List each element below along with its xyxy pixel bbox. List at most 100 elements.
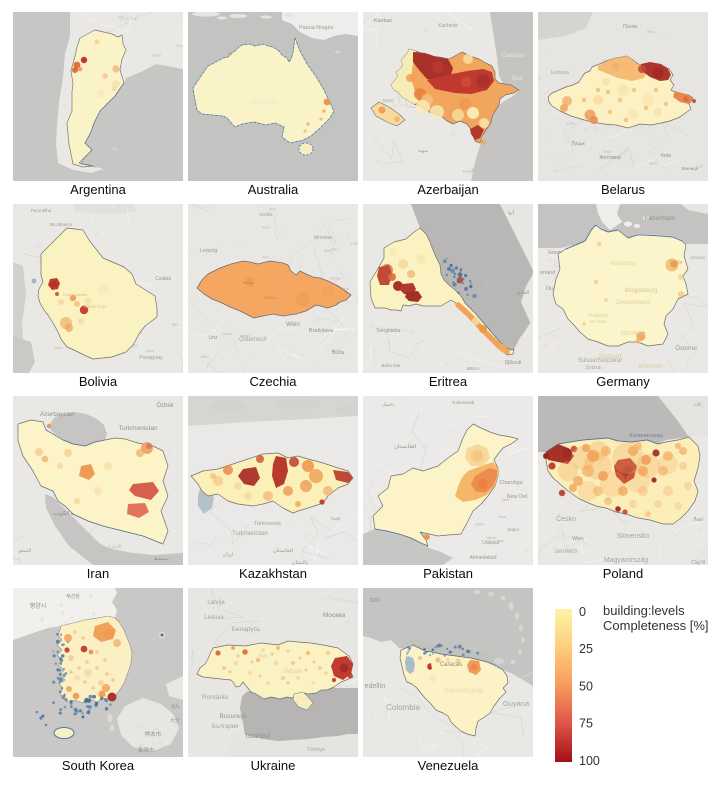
svg-text:Kалининград: Kалининград <box>629 433 663 439</box>
svg-text:Baru: Baru <box>146 349 154 353</box>
svg-text:Belo: Belo <box>650 162 657 166</box>
svg-text:پاکستان: پاکستان <box>292 560 309 565</box>
svg-text:北九: 北九 <box>171 703 180 710</box>
svg-text:Україн: Україн <box>283 668 303 675</box>
svg-text:Bahir Dar: Bahir Dar <box>381 363 401 368</box>
svg-text:Curi: Curi <box>118 16 124 20</box>
svg-text:Papua Niugini: Papua Niugini <box>299 25 333 31</box>
svg-text:Slovensko: Slovensko <box>617 533 649 540</box>
svg-text:Özbek: Özbek <box>156 402 174 409</box>
svg-text:50: 50 <box>579 679 593 693</box>
svg-text:평양시: 평양시 <box>30 602 47 610</box>
svg-text:New Del: New Del <box>507 494 528 500</box>
svg-text:Gronin: Gronin <box>548 250 563 256</box>
svg-text:Australia: Australia <box>250 99 277 106</box>
svg-text:Cochabamba: Cochabamba <box>63 292 88 297</box>
svg-text:السعو: السعو <box>18 548 31 554</box>
svg-text:Buda: Buda <box>332 350 346 356</box>
svg-text:أبها: أبها <box>508 208 515 216</box>
svg-text:Temi: Temi <box>262 225 270 229</box>
svg-text:Bratislava: Bratislava <box>309 328 334 334</box>
svg-text:Київ: Київ <box>661 153 671 159</box>
svg-text:Москва: Москва <box>323 612 346 619</box>
svg-text:Cluj-N: Cluj-N <box>691 560 705 565</box>
svg-text:صنع: صنع <box>517 250 525 256</box>
svg-text:Latvija: Latvija <box>207 600 225 606</box>
svg-text:Venezuela: Venezuela <box>443 685 483 695</box>
svg-text:Paraguay: Paraguay <box>139 355 163 361</box>
svg-text:Belo: Belo <box>603 150 610 154</box>
svg-text:München: München <box>639 364 664 370</box>
svg-text:Česko: Česko <box>264 294 277 300</box>
svg-text:MEKA: MEKA <box>467 366 480 371</box>
svg-text:Magyarország: Magyarország <box>604 557 648 564</box>
svg-text:Curi: Curi <box>131 17 137 21</box>
svg-text:Льві: Льві <box>693 517 703 523</box>
svg-text:Житомир: Житомир <box>599 155 621 161</box>
svg-text:Belo: Belo <box>324 249 331 253</box>
svg-text:熊本市: 熊本市 <box>145 730 162 738</box>
svg-text:Wien: Wien <box>572 536 584 542</box>
svg-text:Rova: Rova <box>176 44 183 48</box>
svg-text:Djibouti: Djibouti <box>505 360 522 366</box>
svg-text:sterreich: sterreich <box>554 549 577 555</box>
svg-text:長崎市: 長崎市 <box>138 746 155 754</box>
svg-text:Goris: Goris <box>383 98 395 103</box>
svg-text:Lietuva: Lietuva <box>204 615 224 621</box>
svg-text:الإمارات: الإمارات <box>105 544 122 550</box>
svg-text:Frankfurt: Frankfurt <box>588 313 609 319</box>
svg-text:75: 75 <box>579 717 593 731</box>
svg-text:erland: erland <box>540 270 555 276</box>
svg-text:Serto: Serto <box>54 346 63 350</box>
svg-text:الحدي: الحدي <box>517 290 530 296</box>
svg-text:Луцьк: Луцьк <box>571 141 585 147</box>
svg-text:0: 0 <box>579 605 586 619</box>
svg-text:Turkmenistan: Turkmenistan <box>232 531 268 537</box>
svg-text:Azərbaycan: Azərbaycan <box>40 411 75 418</box>
svg-text:ton: ton <box>370 597 380 604</box>
svg-text:Türkiye: Türkiye <box>307 747 325 753</box>
svg-text:Du: Du <box>546 286 553 292</box>
svg-text:Lietuva: Lietuva <box>551 70 570 76</box>
svg-text:България: България <box>212 724 239 730</box>
svg-text:Deutschland: Deutschland <box>616 300 649 306</box>
svg-text:Sea: Sea <box>512 76 523 82</box>
svg-text:Leipzig: Leipzig <box>200 248 217 254</box>
svg-text:Svizra: Svizra <box>585 365 601 371</box>
svg-text:Tserghidda: Tserghidda <box>376 328 401 334</box>
svg-text:København: København <box>645 216 676 222</box>
svg-text:Hilma: Hilma <box>486 536 495 540</box>
svg-text:Vilna: Vilna <box>341 287 349 291</box>
svg-text:سهند: سهند <box>418 148 429 154</box>
svg-text:Dolna: Dolna <box>475 523 484 527</box>
svg-text:Stuttgart: Stuttgart <box>599 354 622 360</box>
svg-text:Türkmenist.: Türkmenist. <box>254 521 283 527</box>
svg-text:Colombia: Colombia <box>386 703 420 712</box>
svg-text:افغانستان: افغانستان <box>394 443 417 450</box>
svg-text:Rio Branco: Rio Branco <box>50 222 73 227</box>
svg-text:Baru: Baru <box>172 323 180 327</box>
svg-text:am Main: am Main <box>589 319 607 324</box>
svg-text:Österrei: Österrei <box>675 345 696 352</box>
svg-text:ایران: ایران <box>223 552 234 558</box>
svg-text:Istanbul: Istanbul <box>246 733 271 740</box>
svg-text:Jaipur: Jaipur <box>507 527 520 532</box>
svg-text:Praha: Praha <box>243 280 254 285</box>
svg-text:Chandiga: Chandiga <box>499 480 523 486</box>
svg-text:100: 100 <box>579 754 600 768</box>
svg-text:Псков: Псков <box>623 24 637 30</box>
svg-text:edellín: edellín <box>365 683 386 690</box>
svg-text:Udaipur: Udaipur <box>482 540 500 546</box>
svg-text:Caracas: Caracas <box>440 662 462 668</box>
svg-text:Fara: Fara <box>331 248 338 252</box>
svg-text:Görlitz: Görlitz <box>259 212 273 217</box>
svg-text:مسقط: مسقط <box>154 556 169 562</box>
svg-text:Kema: Kema <box>152 54 161 58</box>
svg-text:Turkmenab: Turkmenab <box>452 400 475 405</box>
svg-text:Nürnberg: Nürnberg <box>620 331 645 337</box>
svg-text:România: România <box>202 694 228 701</box>
svg-text:افغانستان: افغانستان <box>273 548 293 554</box>
svg-text:Česko: Česko <box>556 514 576 523</box>
svg-text:부선원: 부선원 <box>66 593 80 600</box>
svg-text:Hamburg: Hamburg <box>611 261 636 267</box>
